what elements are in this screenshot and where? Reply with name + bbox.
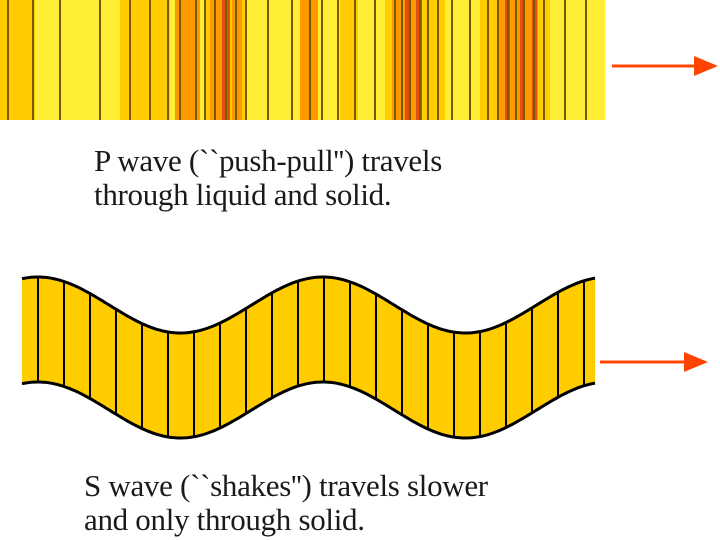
p-wave-compression-band	[120, 0, 170, 120]
p-wave-compression-band	[0, 0, 35, 120]
p-wave-compressions	[0, 0, 587, 120]
p-wave-compression-band	[498, 0, 538, 120]
p-wave-band	[0, 0, 605, 120]
p-wave-caption: P wave (``push-pull'') travels through l…	[94, 144, 442, 212]
arrow-right-icon	[612, 56, 718, 76]
s-wave-caption-line-1: S wave (``shakes'') travels slower	[84, 468, 488, 503]
s-wave-caption-line-2: and only through solid.	[84, 502, 365, 537]
p-wave-compression-band	[405, 0, 411, 120]
p-wave-compression-band	[520, 0, 525, 120]
p-wave-caption-line-1: P wave (``push-pull'') travels	[94, 143, 442, 178]
p-wave-compression-band	[340, 0, 358, 120]
s-wave-body	[22, 277, 595, 438]
s-wave-top-edge	[21, 275, 596, 335]
s-wave-particle-lines	[37, 277, 585, 438]
s-wave-bottom-edge	[21, 380, 596, 440]
s-wave-band	[21, 275, 596, 440]
arrow-right-icon	[600, 352, 708, 372]
s-wave-caption: S wave (``shakes'') travels slower and o…	[84, 469, 488, 537]
p-wave-caption-line-2: through liquid and solid.	[94, 177, 392, 212]
